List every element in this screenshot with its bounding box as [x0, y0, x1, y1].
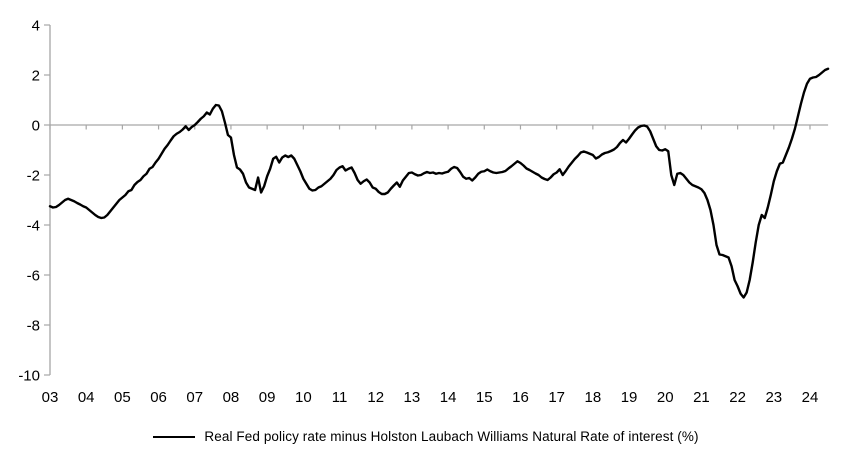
x-tick-label: 14	[440, 389, 457, 406]
y-tick-label: 2	[32, 68, 40, 85]
y-tick-label: -10	[18, 368, 40, 385]
x-tick-label: 04	[78, 389, 95, 406]
x-tick-label: 12	[367, 389, 384, 406]
x-tick-label: 19	[621, 389, 638, 406]
x-tick-label: 23	[765, 389, 782, 406]
x-tick-label: 07	[186, 389, 203, 406]
x-tick-label: 20	[657, 389, 674, 406]
y-tick-label: -6	[27, 268, 40, 285]
series-line	[48, 67, 830, 299]
x-tick-label: 13	[404, 389, 421, 406]
x-tick-label: 17	[548, 389, 565, 406]
y-tick-label: -8	[27, 318, 40, 335]
legend-line-swatch	[153, 435, 196, 438]
x-tick-label: 06	[150, 389, 167, 406]
y-tick-label: 4	[32, 18, 40, 35]
x-tick-label: 09	[259, 389, 276, 406]
x-tick-label: 10	[295, 389, 312, 406]
x-tick-label: 21	[693, 389, 710, 406]
x-tick-label: 03	[42, 389, 59, 406]
y-tick-label: -4	[27, 218, 40, 235]
line-chart-canvas: 03 04 05 06 07 08 09 10 11 12 13 14 15 16 17 18 19 20 21 22…	[18, 18, 830, 406]
x-tick-label: 22	[729, 389, 746, 406]
y-tick-label: 0	[32, 118, 40, 135]
x-tick-label: 15	[476, 389, 493, 406]
x-tick-label: 24	[802, 389, 819, 406]
x-tick-label: 08	[223, 389, 240, 406]
x-tick-label: 16	[512, 389, 529, 406]
x-tick-label: 11	[332, 389, 348, 406]
y-tick-label: -2	[27, 168, 40, 185]
legend-label: Real Fed policy rate minus Holston Lauba…	[204, 429, 699, 444]
legend: Real Fed policy rate minus Holston Lauba…	[0, 429, 852, 444]
x-tick-label: 18	[585, 389, 602, 406]
x-tick-label: 05	[114, 389, 131, 406]
